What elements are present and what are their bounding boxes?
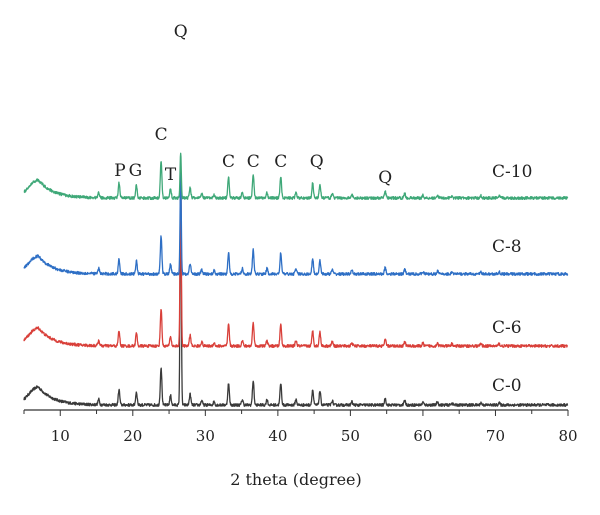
series-line-c-0	[23, 170, 569, 408]
x-tick-label: 70	[486, 427, 505, 445]
x-tick-label: 30	[196, 427, 215, 445]
peak-label: P	[114, 161, 125, 181]
series-label-group: C-0 C-6 C-8 C-10	[492, 162, 532, 396]
x-tick-label: 80	[558, 427, 577, 445]
series-line-c-10	[23, 152, 569, 201]
x-axis-title: 2 theta (degree)	[230, 470, 362, 489]
series-label-c-0: C-0	[492, 376, 522, 396]
x-axis: 10 20 30 40 50 60 70 80	[23, 409, 578, 445]
series-line-c-8	[23, 173, 569, 277]
x-tick-label: 60	[413, 427, 432, 445]
series-line-c-6	[23, 176, 569, 349]
series-label-c-10: C-10	[492, 162, 532, 182]
series-label-c-8: C-8	[492, 237, 522, 257]
x-tick-label: 50	[341, 427, 360, 445]
x-tick-label: 10	[51, 427, 70, 445]
peak-label: Q	[174, 22, 188, 42]
series-label-c-6: C-6	[492, 318, 522, 338]
x-tick-label: 20	[123, 427, 142, 445]
peak-label: C	[247, 152, 260, 172]
peak-label: G	[129, 161, 143, 181]
peak-label: Q	[310, 152, 324, 172]
series-group	[23, 152, 569, 408]
peak-label: T	[165, 165, 177, 185]
x-tick-label: 40	[268, 427, 287, 445]
peak-label: Q	[378, 168, 392, 188]
peak-label: C	[222, 152, 235, 172]
peak-label: C	[274, 152, 287, 172]
peak-label: C	[155, 125, 168, 145]
